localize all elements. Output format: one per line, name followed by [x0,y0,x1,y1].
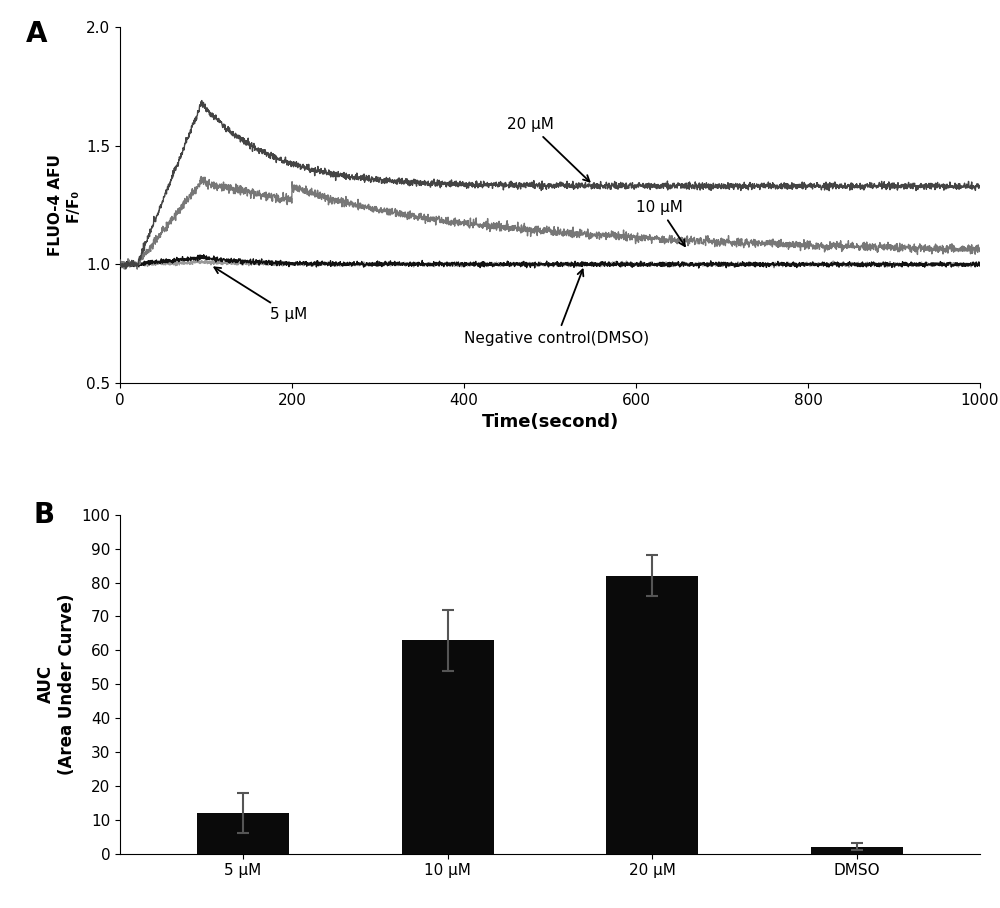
Bar [197,813,289,854]
Text: 5 μM: 5 μM [214,267,308,321]
Y-axis label: AUC
(Area Under Curve): AUC (Area Under Curve) [37,594,76,775]
Y-axis label: FLUO-4 AFU
F/F₀: FLUO-4 AFU F/F₀ [48,154,81,256]
Bar [402,640,494,854]
Legend: 5 μM, 10 μM, 20 μM, Negative control (DMSO): 5 μM, 10 μM, 20 μM, Negative control (DM… [996,31,1000,144]
Bar [606,576,698,854]
Text: Negative control(DMSO): Negative control(DMSO) [464,270,649,346]
Bar [811,847,903,854]
X-axis label: Time(second): Time(second) [481,413,619,431]
Text: B: B [34,501,55,529]
Text: 10 μM: 10 μM [636,200,685,246]
Text: A: A [25,20,47,48]
Text: 20 μM: 20 μM [507,117,590,182]
